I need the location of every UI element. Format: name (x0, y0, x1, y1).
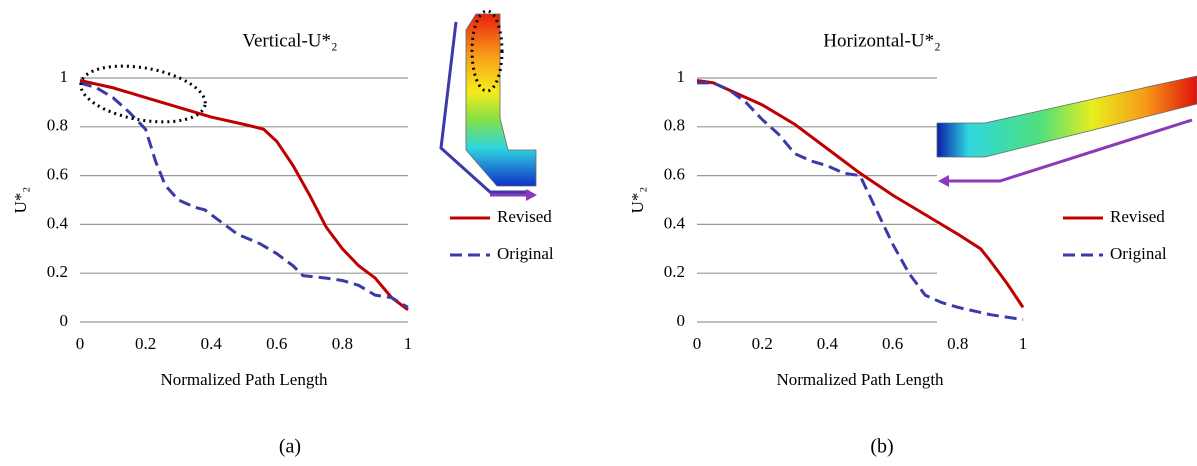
legend-label: Original (497, 244, 554, 263)
y-tick-label: 0 (60, 311, 69, 330)
y-tick-label: 0.4 (664, 213, 686, 232)
x-tick-label: 0 (693, 334, 702, 353)
chart-title: Vertical-U*₂ (242, 30, 337, 51)
x-tick-label: 0 (76, 334, 85, 353)
x-tick-label: 0.4 (817, 334, 839, 353)
y-axis-label: U*₂ (11, 187, 30, 214)
chart-title: Horizontal-U*₂ (823, 30, 940, 51)
caption: (a) (279, 436, 301, 458)
inset-shape (465, 13, 537, 187)
y-tick-label: 0.6 (47, 165, 68, 184)
plots: Vertical-U*₂ (a) Normalized Path Length U*₂… (11, 30, 1167, 457)
y-tick-label: 0 (677, 311, 686, 330)
data-line (697, 81, 1024, 322)
x-tick-label: 1 (404, 334, 413, 353)
caption: (b) (870, 436, 893, 458)
y-tick-label: 1 (60, 67, 69, 86)
x-tick-label: 0.8 (947, 334, 968, 353)
arrow (948, 118, 1193, 183)
inset-shape (936, 75, 1197, 158)
y-tick-label: 0.8 (664, 116, 685, 135)
data-line (79, 81, 409, 309)
y-tick-label: 0.4 (47, 213, 69, 232)
y-axis-label: U*₂ (628, 187, 647, 214)
x-tick-label: 1 (1019, 334, 1028, 353)
highlight-ellipse (470, 9, 504, 93)
y-tick-label: 0.2 (47, 262, 68, 281)
arrow-head (938, 175, 949, 187)
arrow-head (526, 189, 537, 201)
x-tick-label: 0.2 (135, 334, 156, 353)
legend-label: Revised (497, 207, 552, 226)
y-tick-label: 0.2 (664, 262, 685, 281)
y-tick-label: 0.6 (664, 165, 685, 184)
path-indicator (439, 21, 530, 194)
legend-label: Revised (1110, 207, 1165, 226)
x-axis-label: Normalized Path Length (776, 370, 944, 389)
x-axis-label: Normalized Path Length (160, 370, 328, 389)
x-tick-label: 0.4 (201, 334, 223, 353)
highlight-ellipse (79, 64, 207, 124)
y-tick-label: 1 (677, 67, 686, 86)
data-line (79, 78, 409, 312)
x-tick-label: 0.2 (752, 334, 773, 353)
x-tick-label: 0.8 (332, 334, 353, 353)
x-tick-label: 0.6 (266, 334, 287, 353)
y-tick-label: 0.8 (47, 116, 68, 135)
legend-label: Original (1110, 244, 1167, 263)
x-tick-label: 0.6 (882, 334, 903, 353)
